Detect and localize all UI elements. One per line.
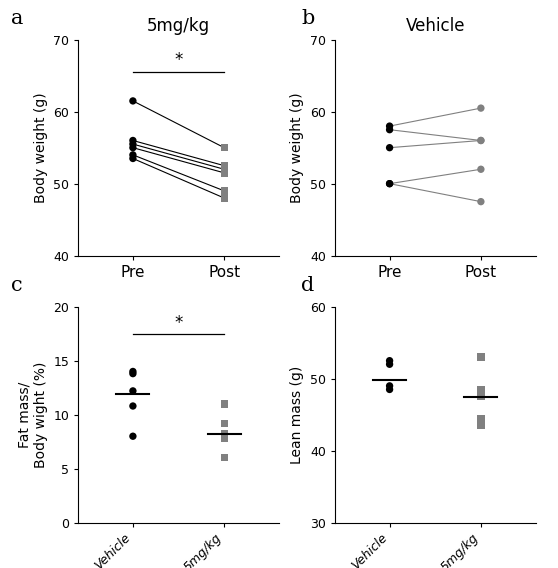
Point	[385, 179, 394, 188]
Point	[128, 97, 137, 106]
Point	[220, 453, 229, 462]
Point	[385, 381, 394, 390]
Point	[128, 402, 137, 411]
Point	[385, 385, 394, 394]
Text: c: c	[11, 277, 23, 295]
Point	[385, 179, 394, 188]
Point	[220, 194, 229, 203]
Point	[477, 165, 485, 174]
Point	[477, 389, 485, 398]
Point	[477, 136, 485, 145]
Y-axis label: Body weight (g): Body weight (g)	[290, 93, 304, 203]
Point	[220, 399, 229, 408]
Point	[128, 386, 137, 395]
Point	[477, 197, 485, 206]
Point	[128, 140, 137, 149]
Point	[385, 122, 394, 131]
Point	[385, 125, 394, 134]
Point	[477, 103, 485, 112]
Point	[477, 136, 485, 145]
Point	[385, 356, 394, 365]
Point	[128, 154, 137, 163]
Point	[128, 369, 137, 378]
Point	[220, 432, 229, 441]
Y-axis label: Fat mass/
Body wight (%): Fat mass/ Body wight (%)	[17, 361, 47, 468]
Text: *: *	[174, 314, 183, 332]
Point	[385, 143, 394, 152]
Point	[128, 143, 137, 152]
Y-axis label: Body weight (g): Body weight (g)	[33, 93, 47, 203]
Point	[128, 432, 137, 441]
Point	[220, 143, 229, 152]
Point	[128, 136, 137, 145]
Point	[477, 414, 485, 423]
Point	[477, 353, 485, 362]
Point	[220, 186, 229, 195]
Point	[385, 360, 394, 369]
Title: Vehicle: Vehicle	[406, 18, 465, 35]
Point	[220, 434, 229, 443]
Point	[477, 385, 485, 394]
Title: 5mg/kg: 5mg/kg	[147, 18, 210, 35]
Point	[477, 421, 485, 430]
Point	[220, 165, 229, 174]
Point	[220, 429, 229, 438]
Y-axis label: Lean mass (g): Lean mass (g)	[290, 366, 304, 463]
Text: *: *	[174, 51, 183, 69]
Text: d: d	[301, 277, 315, 295]
Point	[128, 367, 137, 376]
Point	[220, 168, 229, 177]
Point	[220, 161, 229, 170]
Text: b: b	[301, 10, 315, 28]
Text: a: a	[11, 10, 23, 28]
Point	[220, 419, 229, 428]
Point	[477, 392, 485, 401]
Point	[128, 151, 137, 160]
